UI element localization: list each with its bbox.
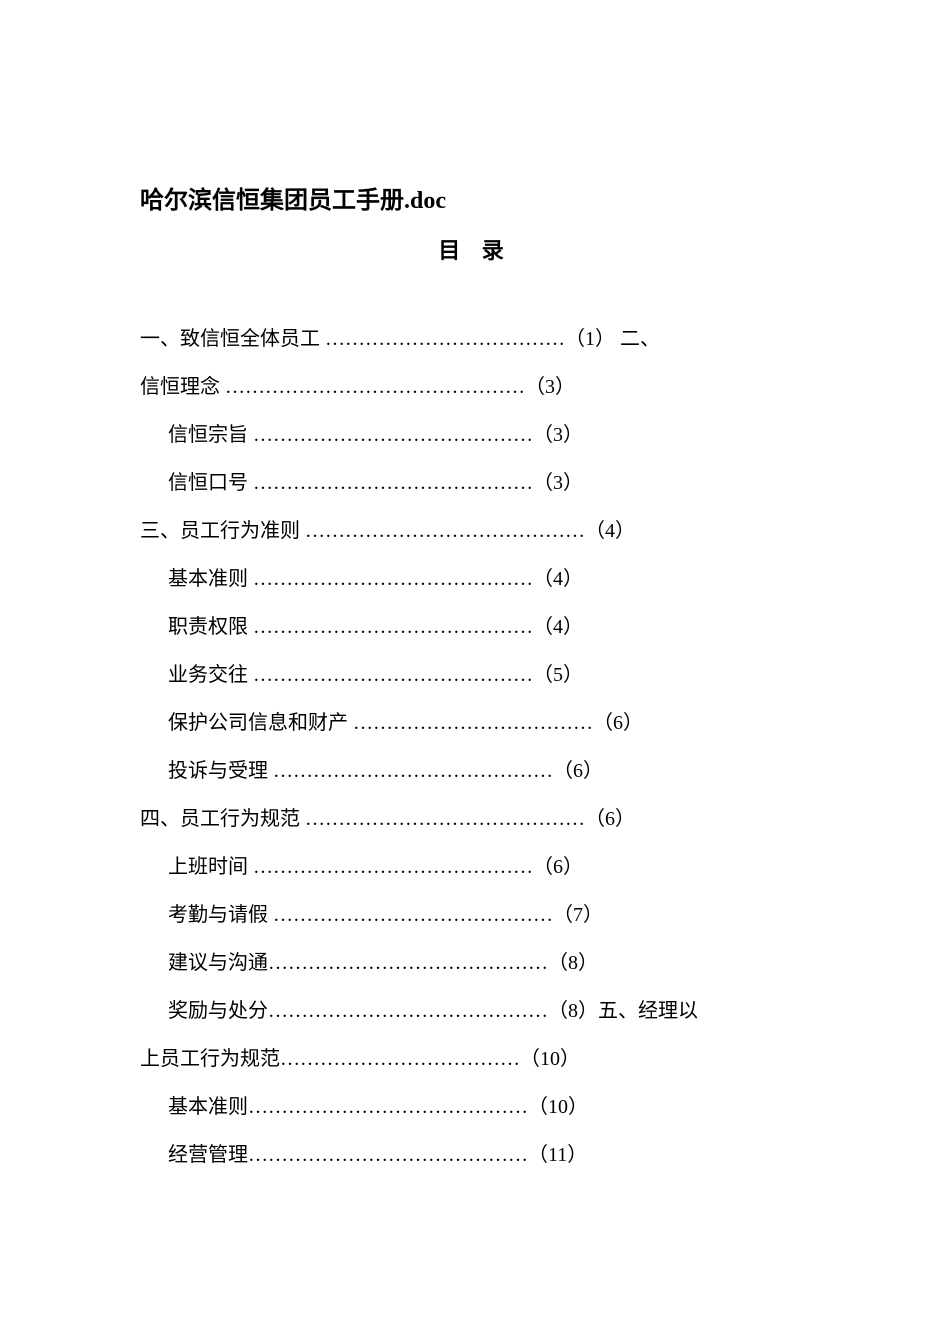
toc-line: 基本准则 ……………………………………（4） (140, 555, 810, 603)
toc-line: 信恒宗旨 ……………………………………（3） (140, 411, 810, 459)
toc-line: 上员工行为规范………………………………（10） (140, 1035, 810, 1083)
toc-line: 职责权限 ……………………………………（4） (140, 603, 810, 651)
document-title: 哈尔滨信恒集团员工手册.doc (140, 180, 810, 215)
toc-line: 一、致信恒全体员工 ………………………………（1） 二、 (140, 315, 810, 363)
toc-line: 奖励与处分……………………………………（8）五、经理以 (140, 987, 810, 1035)
toc-heading: 目 录 (140, 233, 810, 265)
toc-line: 信恒口号 ……………………………………（3） (140, 459, 810, 507)
toc-line: 经营管理……………………………………（11） (140, 1131, 810, 1179)
toc-line: 投诉与受理 ……………………………………（6） (140, 747, 810, 795)
toc-line: 三、员工行为准则 ……………………………………（4） (140, 507, 810, 555)
toc-line: 业务交往 ……………………………………（5） (140, 651, 810, 699)
toc-line: 四、员工行为规范 ……………………………………（6） (140, 795, 810, 843)
toc-body: 一、致信恒全体员工 ………………………………（1） 二、 信恒理念 ………………… (140, 315, 810, 1179)
toc-line: 建议与沟通……………………………………（8） (140, 939, 810, 987)
toc-line: 上班时间 ……………………………………（6） (140, 843, 810, 891)
toc-line: 考勤与请假 ……………………………………（7） (140, 891, 810, 939)
toc-line: 信恒理念 ………………………………………（3） (140, 363, 810, 411)
toc-line: 基本准则……………………………………（10） (140, 1083, 810, 1131)
toc-line: 保护公司信息和财产 ………………………………（6） (140, 699, 810, 747)
